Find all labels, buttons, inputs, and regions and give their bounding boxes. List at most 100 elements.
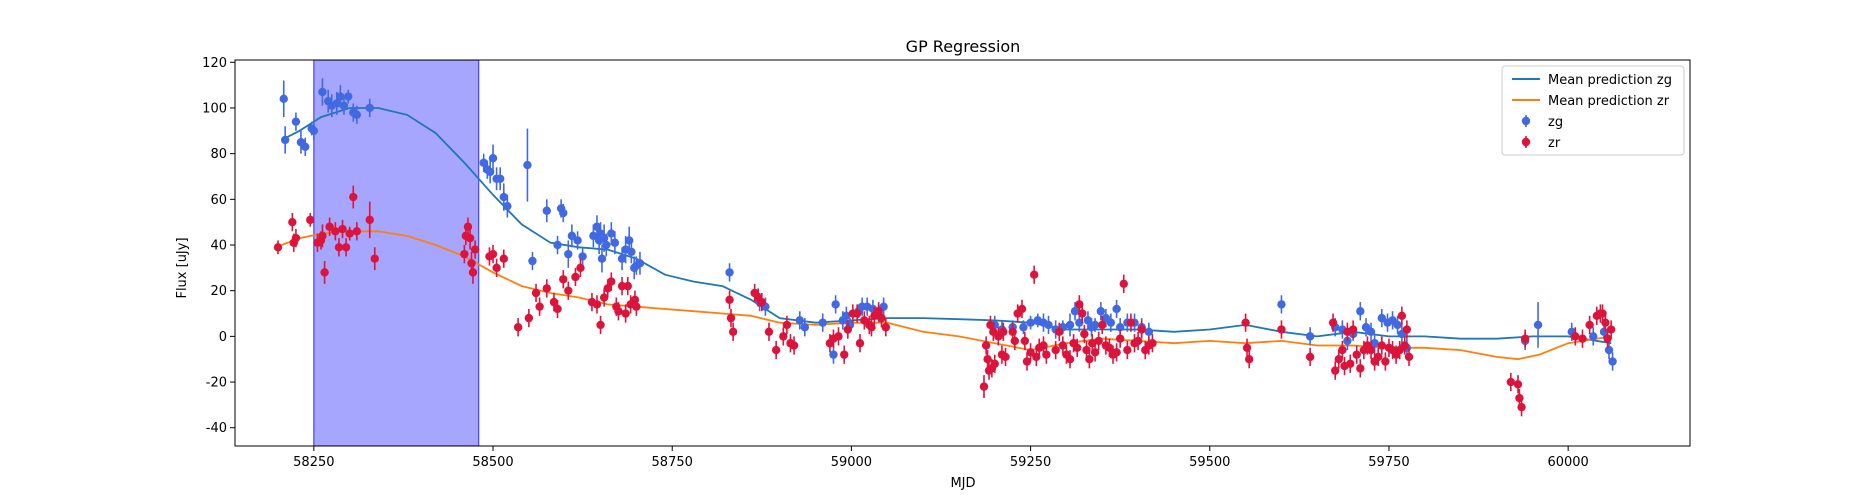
zr-point (632, 302, 641, 311)
zr-point (981, 341, 991, 350)
y-tick-label: 0 (219, 330, 227, 345)
zg-point (635, 259, 645, 268)
zr-point (1513, 380, 1523, 389)
zg-point (1026, 318, 1035, 327)
zg-point (564, 249, 573, 259)
zr-point (1356, 364, 1365, 373)
zr-point (1585, 320, 1594, 330)
zr-point (1055, 327, 1064, 336)
legend-box (1501, 65, 1685, 156)
axes: 58250 58500 58750 59000 59250 59500 59750 60000… (202, 56, 1691, 470)
y-tick-label: 120 (202, 56, 227, 71)
zr-point (1080, 329, 1089, 339)
zg-point (1370, 339, 1379, 348)
zr-point (524, 313, 534, 323)
x-tick-label: 59500 (1189, 455, 1230, 470)
zr-point (1051, 345, 1060, 355)
zg-point (1065, 320, 1075, 330)
zr-point (1377, 341, 1386, 350)
zr-point (1352, 350, 1361, 359)
zr-point (499, 254, 508, 263)
zg-point (1090, 320, 1100, 330)
y-tick-label: 40 (210, 239, 227, 254)
zr-point (1042, 350, 1051, 359)
zg-point (1083, 316, 1093, 325)
zr-point (1026, 348, 1035, 357)
zr-point (1029, 270, 1039, 279)
zr-point (306, 215, 315, 225)
zr-point (370, 254, 379, 263)
legend-marker-swatch (1521, 116, 1531, 126)
zg-point (1533, 320, 1543, 330)
zg-point (344, 92, 353, 101)
zg-point (1112, 304, 1121, 314)
zr-point (349, 192, 358, 202)
zr-point (352, 227, 362, 236)
zr-point (623, 281, 632, 291)
zr-point (881, 323, 891, 332)
zr-point (1374, 352, 1383, 362)
zg-point (1115, 323, 1125, 332)
zg-point (1366, 327, 1376, 336)
zr-point (1601, 318, 1610, 327)
zr-point (979, 382, 989, 391)
plot-inner (273, 60, 1617, 446)
zg-point (542, 206, 551, 215)
zr-point (834, 332, 843, 341)
zr-point (867, 323, 876, 332)
zr-point (325, 222, 334, 231)
zr-point (1277, 325, 1286, 334)
zr-point (1126, 318, 1136, 327)
zr-point (338, 224, 347, 234)
chart-title: GP Regression (906, 37, 1021, 56)
zr-point (273, 243, 283, 252)
x-tick-label: 59250 (1010, 455, 1051, 470)
zr-point (1331, 366, 1340, 375)
zg-point (291, 117, 301, 126)
y-tick-label: -40 (206, 421, 227, 436)
zr-point (726, 313, 736, 323)
zr-point (789, 341, 799, 350)
zg-point (627, 247, 636, 257)
zr-point (1105, 343, 1114, 352)
zg-point (1356, 307, 1365, 316)
zr-point (1397, 311, 1407, 321)
zr-point (1328, 318, 1338, 327)
zg-point (607, 229, 616, 238)
zr-point (1381, 357, 1390, 366)
zr-point (1094, 336, 1103, 346)
zr-point (468, 268, 478, 277)
zg-point (309, 126, 319, 136)
zr-point (291, 233, 301, 243)
legend-marker-swatch (1521, 137, 1531, 147)
zg-point (553, 240, 562, 250)
zr-point (549, 297, 559, 307)
zr-point (607, 277, 616, 286)
zg-point (1608, 357, 1617, 366)
zg-point (800, 323, 810, 332)
zg-point (559, 208, 568, 218)
zr-point (318, 231, 327, 241)
zg-point (1070, 307, 1080, 316)
legend-label: zg (1548, 115, 1563, 130)
zg-point (829, 350, 838, 359)
zr-point (1606, 325, 1616, 334)
zg-point (1044, 320, 1053, 330)
legend-label: zr (1548, 136, 1561, 151)
zr-point (1241, 318, 1250, 327)
zg-point (795, 316, 804, 325)
zg-point (339, 101, 349, 110)
zr-point (1244, 355, 1254, 364)
shaded-region (313, 60, 480, 446)
zr-point (576, 263, 585, 273)
zg-point (1019, 323, 1028, 332)
zg-point (578, 252, 587, 261)
zg-point (1589, 332, 1598, 341)
zg-point (528, 256, 537, 266)
zg-point (503, 201, 512, 211)
zg-point (1305, 332, 1315, 341)
zr-point (725, 295, 734, 305)
y-tick-label: 60 (210, 193, 227, 208)
zr-point (621, 309, 630, 318)
